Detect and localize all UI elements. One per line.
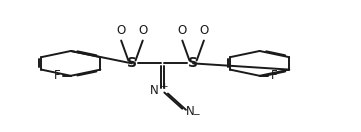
Text: S: S bbox=[127, 56, 137, 70]
Text: O: O bbox=[199, 24, 209, 37]
Text: N: N bbox=[186, 105, 195, 118]
Text: N: N bbox=[150, 84, 159, 97]
Text: O: O bbox=[138, 24, 147, 37]
Text: −: − bbox=[192, 109, 199, 118]
Text: S: S bbox=[188, 56, 198, 70]
Text: +: + bbox=[161, 82, 168, 91]
Text: F: F bbox=[53, 69, 60, 82]
Text: O: O bbox=[117, 24, 126, 37]
Text: O: O bbox=[178, 24, 187, 37]
Text: F: F bbox=[270, 69, 277, 82]
